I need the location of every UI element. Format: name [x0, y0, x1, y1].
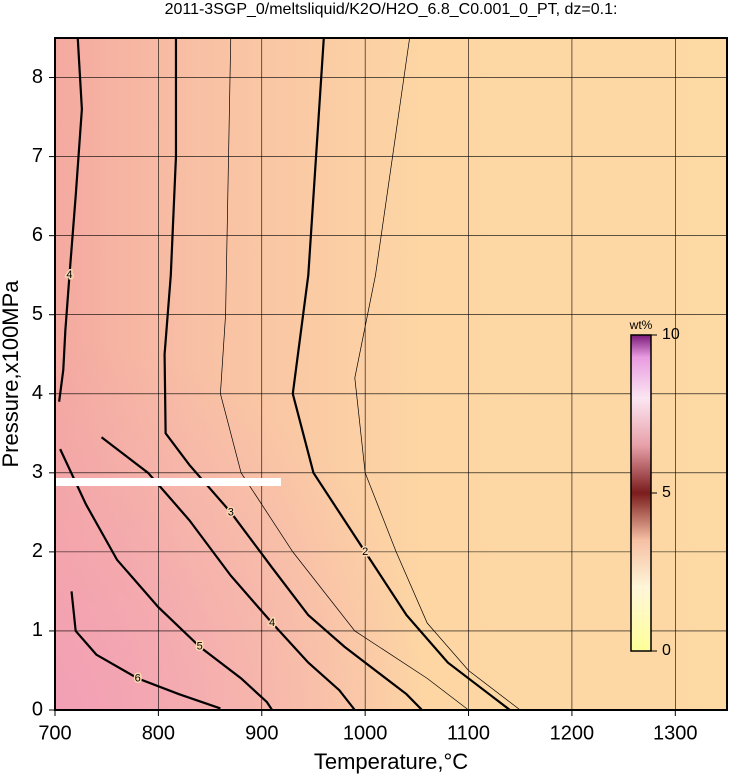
contour-label: 2	[362, 546, 368, 558]
x-tick-label: 1200	[550, 722, 595, 744]
contour-line	[291, 37, 511, 711]
colorbar-tick-label: 5	[662, 484, 671, 501]
x-tick-label: 800	[142, 722, 175, 744]
colorbar-tick-label: 10	[662, 326, 680, 343]
contour-line	[70, 591, 221, 710]
contour-line	[354, 37, 521, 711]
x-tick-label: 1300	[653, 722, 698, 744]
y-tick-label: 3	[32, 461, 43, 483]
y-tick-label: 7	[32, 145, 43, 167]
contour-line	[59, 448, 274, 711]
frame	[54, 37, 728, 711]
contour-line	[58, 37, 83, 402]
y-tick-label: 4	[32, 382, 43, 404]
colorbar-tick-label: 0	[662, 642, 671, 659]
contour-line	[163, 38, 423, 711]
y-axis-label: Pressure,x100MPa	[0, 280, 23, 468]
y-tick-label: 6	[32, 224, 43, 246]
y-tick-label: 1	[32, 619, 43, 641]
contour-line	[220, 37, 469, 711]
contour-label: 4	[66, 269, 72, 281]
contour-label: 5	[197, 641, 203, 653]
x-tick-label: 1000	[343, 722, 388, 744]
chart-title: 2011-3SGP_0/meltsliquid/K2O/H2O_6.8_C0.0…	[165, 1, 618, 18]
contour-label: 4	[269, 617, 275, 629]
field-shade	[55, 38, 727, 710]
y-tick-label: 2	[32, 540, 43, 562]
y-tick-label: 5	[32, 303, 43, 325]
colorbar-label: wt%	[629, 318, 653, 332]
contour-label: 3	[228, 506, 234, 518]
y-tick-label: 0	[32, 698, 43, 720]
x-tick-label: 900	[245, 722, 278, 744]
contour-label: 6	[135, 672, 141, 684]
blank-band	[55, 478, 281, 486]
x-axis-label: Temperature,°C	[314, 749, 468, 774]
y-tick-label: 8	[32, 66, 43, 88]
x-tick-label: 1100	[447, 722, 490, 744]
x-tick-label: 700	[38, 722, 71, 744]
colorbar	[630, 334, 652, 652]
